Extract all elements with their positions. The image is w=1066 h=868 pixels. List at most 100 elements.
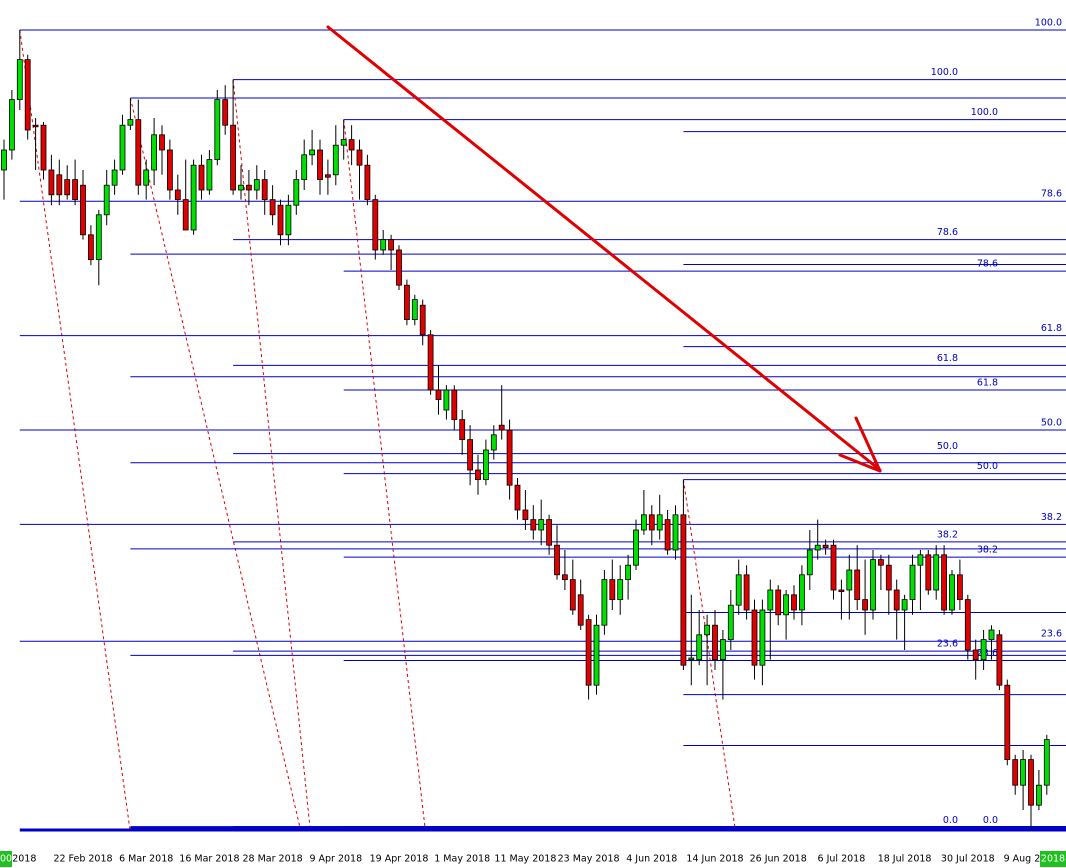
candle-body — [893, 589, 900, 611]
candle-body — [396, 249, 402, 286]
candle-body — [174, 189, 181, 201]
x-tick-label: 19 Apr 2018 — [370, 854, 429, 865]
candle-body — [822, 544, 829, 549]
candle-body — [743, 574, 750, 611]
candle-body — [901, 599, 908, 611]
candle-body — [783, 594, 789, 616]
candle-body — [554, 544, 560, 576]
candle-layer — [1, 30, 1050, 830]
candle-body — [269, 199, 276, 216]
candle-body — [546, 519, 552, 546]
candle-body — [720, 639, 726, 660]
candle-body — [380, 239, 387, 251]
fib-label: 61.8 — [937, 353, 958, 364]
candle-body — [538, 519, 545, 531]
candle-body — [1020, 759, 1026, 786]
x-axis: b 2018 22 Feb 2018 6 Mar 2018 16 Mar 2018 28… — [0, 848, 1066, 868]
candle-body — [641, 514, 647, 531]
fib-label: 100.0 — [1035, 18, 1062, 29]
candle-body — [16, 59, 23, 100]
candle-body — [1036, 784, 1042, 806]
candle-body — [514, 484, 521, 511]
candle-body — [103, 184, 110, 216]
candle-body — [609, 579, 616, 600]
candle-body — [301, 154, 308, 181]
fibonacci-layer: 100.0 78.6 61.8 50.0 38.2 23.6 100.0 78.6 61.8 50… — [19, 18, 1066, 832]
candle-body — [838, 589, 845, 593]
x-tick-label: 22 Feb 2018 — [53, 854, 112, 865]
fib-label: 78.6 — [1041, 189, 1062, 200]
candle-body — [712, 624, 718, 661]
candle-body — [791, 594, 797, 611]
candle-body — [933, 554, 940, 591]
fib-label: 61.8 — [977, 378, 998, 389]
candle-body — [238, 184, 244, 191]
fib-label: 38.2 — [1041, 512, 1062, 523]
candle-body — [562, 574, 568, 580]
candle-body — [40, 124, 47, 171]
candle-body — [870, 559, 876, 611]
fib-label: 100.0 — [931, 67, 958, 78]
candle-body — [704, 624, 710, 636]
crosshair-label: 2018 — [1041, 854, 1065, 865]
candle-body — [664, 519, 671, 551]
candle-body — [317, 149, 323, 181]
candle-body — [64, 179, 71, 196]
candle-body — [135, 119, 142, 186]
candle-body — [24, 59, 31, 131]
axis-band — [0, 848, 1066, 868]
candle-body — [830, 544, 837, 591]
x-tick-label: 6 Mar 2018 — [119, 854, 173, 865]
candle-body — [88, 234, 94, 261]
candle-body — [862, 599, 868, 611]
candle-body — [198, 164, 205, 191]
candle-body — [32, 124, 39, 128]
candle-body — [214, 99, 221, 160]
candle-body — [949, 574, 955, 611]
fib-label: 23.6 — [1041, 629, 1062, 640]
x-tick-label: 4 Jun 2018 — [626, 854, 677, 865]
candle-body — [846, 569, 853, 591]
x-tick-label: 1 May 2018 — [434, 854, 490, 865]
candle-body — [759, 609, 766, 666]
x-tick-label: b 2018 — [3, 854, 36, 865]
candle-body — [475, 469, 481, 481]
candle-body — [972, 649, 979, 661]
fib-label: 0.0 — [943, 815, 958, 826]
candle-body — [1012, 759, 1019, 786]
candle-body — [996, 634, 1003, 686]
candle-body — [941, 554, 947, 611]
candle-body — [151, 134, 158, 171]
candle-body — [625, 564, 631, 581]
candle-body — [206, 159, 213, 191]
candle-body — [806, 549, 813, 576]
candle-body — [648, 514, 655, 531]
arrow-head — [838, 453, 882, 473]
candle-body — [735, 574, 742, 606]
candle-body — [443, 389, 450, 411]
candle-body — [490, 434, 497, 451]
candle-body — [672, 514, 679, 551]
fib-label: 23.6 — [977, 648, 998, 659]
x-tick-label: 28 Mar 2018 — [242, 854, 302, 865]
candle-body — [601, 579, 608, 626]
x-tick-label: 9 Aug 2018 — [1004, 854, 1059, 865]
candle-body — [435, 389, 442, 400]
trend-arrow — [326, 25, 882, 473]
candle-body — [656, 514, 663, 531]
candle-body — [8, 99, 15, 151]
candle-body — [633, 529, 639, 566]
candle-body — [364, 164, 371, 200]
candle-body — [1028, 759, 1034, 806]
candle-body — [111, 169, 118, 186]
candle-body — [388, 239, 395, 251]
candle-body — [617, 579, 624, 600]
candle-body — [285, 204, 292, 236]
candle-body — [95, 214, 102, 261]
candle-body — [917, 554, 924, 566]
crosshair-box — [0, 851, 12, 867]
candle-body — [261, 179, 268, 201]
candle-body — [569, 579, 576, 611]
candle-body — [48, 169, 55, 196]
candle-body — [1043, 739, 1050, 786]
